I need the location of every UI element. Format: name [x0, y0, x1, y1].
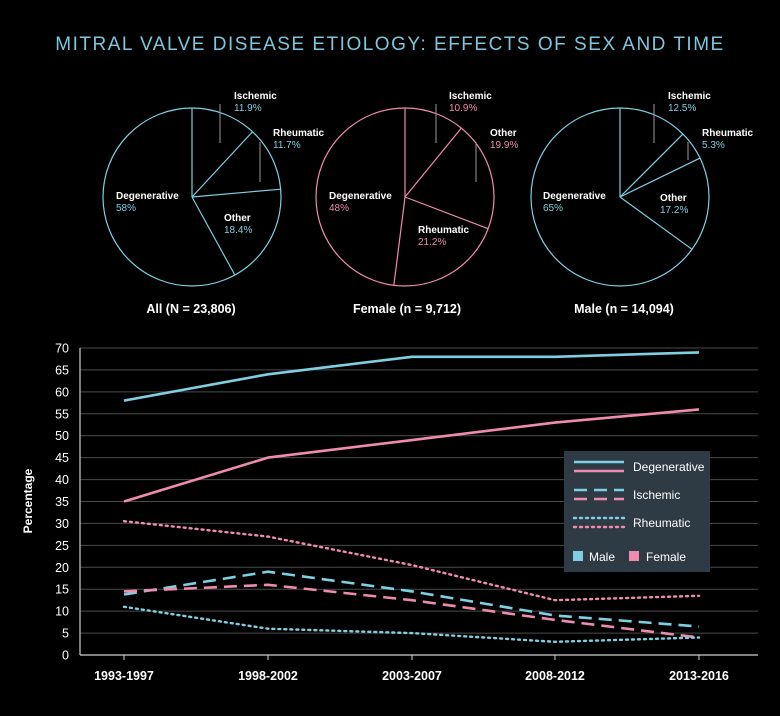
pie-label-other: Other — [224, 213, 251, 224]
y-tick-label: 25 — [55, 539, 69, 553]
pie-slice-boundary-rheumatic — [619, 133, 684, 198]
pie-slice-boundary-degenerative — [393, 196, 406, 286]
pie-value-other: 17.2% — [660, 205, 688, 216]
legend-label-ischemic: Ischemic — [633, 488, 680, 502]
y-tick-label: 10 — [55, 605, 69, 619]
series-male-rheumatic — [122, 605, 701, 643]
pie-value-rheumatic: 5.3% — [702, 140, 725, 151]
pie-value-degenerative: 65% — [543, 203, 563, 214]
legend-swatch-female — [629, 551, 639, 561]
legend-label-male: Male — [589, 550, 615, 564]
pie-value-degenerative: 48% — [329, 203, 349, 214]
pie-value-other: 19.9% — [490, 140, 518, 151]
pie-caption: Female (n = 9,712) — [353, 302, 461, 316]
y-tick-label: 0 — [62, 649, 69, 663]
y-axis-label: Percentage — [21, 468, 35, 533]
pie-slice-boundary-degenerative — [191, 196, 236, 276]
pie-label-ischemic: Ischemic — [449, 91, 492, 102]
y-tick-label: 55 — [55, 407, 69, 421]
pie-label-degenerative: Degenerative — [116, 191, 179, 202]
chart-title: MITRAL VALVE DISEASE ETIOLOGY: EFFECTS O… — [55, 34, 725, 55]
pie-value-rheumatic: 21.2% — [418, 237, 446, 248]
line-chart: 0 5 10 15 20 25 30 35 40 45 50 55 60 65 70 1993-1997 199… — [21, 342, 758, 683]
y-tick-label: 40 — [55, 473, 69, 487]
legend: Degenerative Ischemic Rheumatic Male Female — [564, 451, 710, 572]
pie-label-degenerative: Degenerative — [329, 191, 392, 202]
pie-label-other: Other — [490, 128, 517, 139]
y-tick-label: 15 — [55, 583, 69, 597]
pie-value-rheumatic: 11.7% — [273, 140, 301, 151]
series-female-rheumatic — [122, 520, 701, 602]
pie-label-ischemic: Ischemic — [668, 91, 711, 102]
pie-caption: All (N = 23,806) — [146, 302, 235, 316]
x-tick-label: 1993-1997 — [94, 669, 154, 683]
y-tick-label: 70 — [55, 342, 69, 356]
pie-label-rheumatic: Rheumatic — [702, 128, 754, 139]
legend-label-female: Female — [646, 550, 686, 564]
y-tick-label: 50 — [55, 429, 69, 443]
pie-slice-boundary-other — [191, 188, 281, 198]
x-tick-label: 1998-2002 — [238, 669, 298, 683]
pie-caption: Male (n = 14,094) — [574, 302, 674, 316]
legend-swatch-male — [573, 551, 583, 561]
y-tick-label: 65 — [55, 363, 69, 377]
pie-slice-boundary-rheumatic — [404, 196, 489, 230]
pie-slice-boundary-other — [404, 127, 462, 198]
pie-label-other: Other — [660, 193, 687, 204]
legend-label-degenerative: Degenerative — [633, 460, 705, 474]
pie-value-ischemic: 10.9% — [449, 103, 477, 114]
y-tick-label: 5 — [62, 627, 69, 641]
y-tick-label: 60 — [55, 385, 69, 399]
pie-value-other: 18.4% — [224, 225, 252, 236]
pie-label-rheumatic: Rheumatic — [418, 225, 470, 236]
pie-slice-boundary-degenerative — [619, 196, 693, 250]
pie-label-rheumatic: Rheumatic — [273, 128, 325, 139]
x-tick-label: 2013-2016 — [669, 669, 729, 683]
series-male-degenerative — [123, 351, 700, 402]
pie-value-ischemic: 12.5% — [668, 103, 696, 114]
pie-label-degenerative: Degenerative — [543, 191, 606, 202]
y-tick-label: 35 — [55, 495, 69, 509]
pie-label-ischemic: Ischemic — [234, 91, 277, 102]
y-tick-label: 45 — [55, 451, 69, 465]
x-tick-label: 2003-2007 — [382, 669, 442, 683]
x-tick-label: 2008-2012 — [525, 669, 585, 683]
pie-value-degenerative: 58% — [116, 203, 136, 214]
pie-value-ischemic: 11.9% — [234, 103, 262, 114]
pie-slice-boundary-rheumatic — [191, 131, 253, 198]
legend-label-rheumatic: Rheumatic — [633, 516, 690, 530]
y-tick-label: 20 — [55, 561, 69, 575]
pie-slice-boundary-other — [619, 157, 701, 198]
y-tick-label: 30 — [55, 517, 69, 531]
